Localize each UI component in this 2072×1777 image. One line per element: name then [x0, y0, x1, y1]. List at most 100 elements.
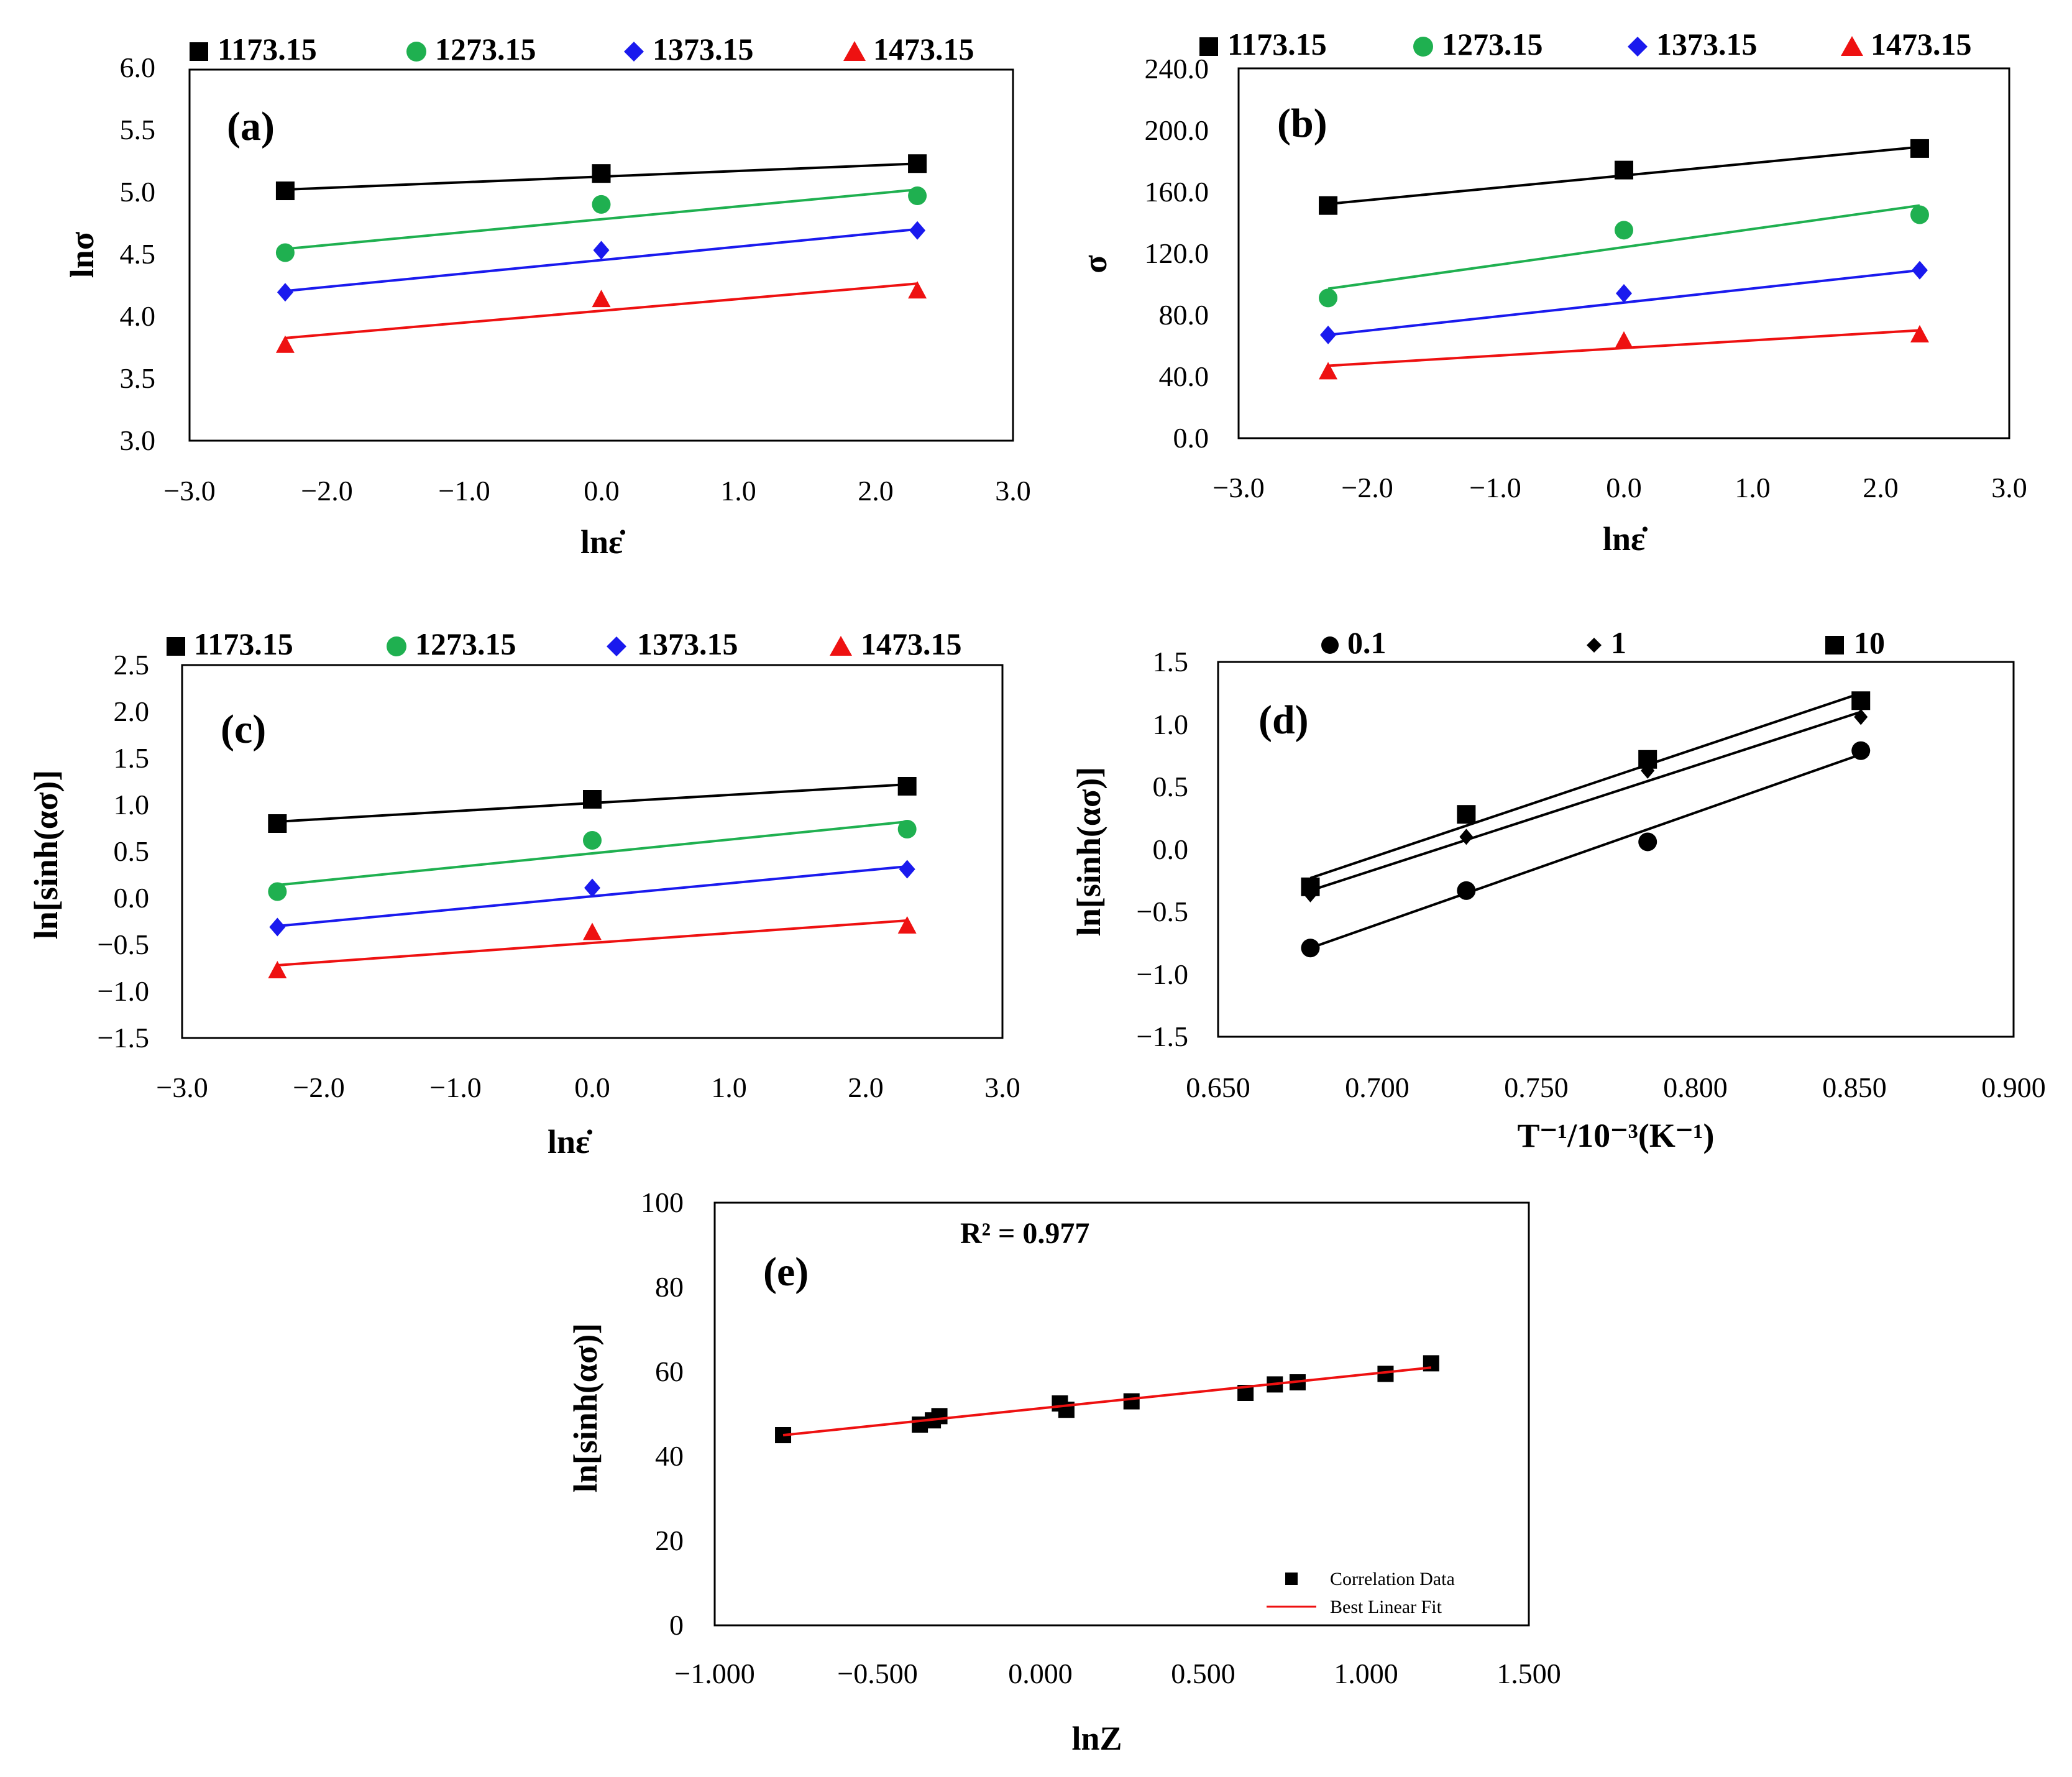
legend-label-e-data: Correlation Data — [1330, 1569, 1455, 1589]
panel-b-point-s2-0 — [1320, 325, 1337, 344]
panel-b-point-s3-0 — [1319, 362, 1338, 380]
panel-d-xtick-2: 0.750 — [1504, 1072, 1569, 1103]
panel-c-point-s1-2 — [897, 820, 917, 838]
panel-d-point-s0-2 — [1638, 832, 1657, 852]
panel-d-ytick-5: 1.0 — [1153, 709, 1189, 740]
panel-a-xlabel: lnε̇ — [580, 523, 626, 561]
panel-b-ytick-3: 120.0 — [1145, 237, 1209, 269]
panel-a-point-s0-2 — [908, 154, 927, 173]
panel-d-point-s0-0 — [1301, 939, 1320, 958]
panel-d-legend: 0.1 1 10 — [1321, 625, 1885, 660]
legend-marker-a-1173 — [190, 42, 208, 61]
panel-a-point-s1-0 — [275, 243, 295, 262]
panel-c-y-ticks: −1.5 −1.0 −0.5 0.0 0.5 1.0 1.5 2.0 2.5 — [98, 649, 149, 1054]
panel-a-xtick-2: −1.0 — [438, 475, 490, 507]
panel-b-xtick-5: 2.0 — [1863, 472, 1899, 503]
panel-b-xlabel: lnε̇ — [1603, 520, 1648, 558]
panel-d-xtick-5: 0.900 — [1981, 1072, 2046, 1103]
panel-c-point-s3-0 — [268, 961, 287, 978]
legend-label-c-1473: 1473.15 — [861, 627, 962, 661]
panel-d: 0.1 1 10 (d) −1.5 −1.0 −0.5 0.0 0.5 1.0 … — [1070, 625, 2046, 1154]
legend-label-a-1473: 1473.15 — [873, 32, 974, 67]
panel-a-label: (a) — [227, 104, 275, 149]
legend-marker-d-1 — [1587, 638, 1602, 653]
panel-b-xtick-2: −1.0 — [1469, 472, 1521, 503]
panel-d-ytick-4: 0.5 — [1153, 771, 1189, 802]
panel-c-xtick-2: −1.0 — [429, 1072, 481, 1103]
panel-b-ylabel: σ — [1076, 255, 1114, 273]
panel-a-x-ticks: −3.0 −2.0 −1.0 0.0 1.0 2.0 3.0 — [163, 475, 1030, 507]
panel-c-point-s1-1 — [583, 831, 602, 850]
panel-d-ytick-1: −1.0 — [1137, 958, 1188, 990]
panel-d-ytick-0: −1.5 — [1137, 1021, 1188, 1052]
panel-a-xtick-4: 1.0 — [720, 475, 756, 507]
panel-a-plot-area — [275, 154, 927, 353]
panel-b-ytick-4: 160.0 — [1145, 176, 1209, 208]
panel-c-label: (c) — [221, 707, 266, 752]
panel-a-fit-line-2 — [285, 227, 918, 293]
panel-e-xtick-0: −1.000 — [674, 1658, 754, 1689]
legend-label-b-1473: 1473.15 — [1871, 27, 1972, 62]
panel-c-ytick-3: 0.0 — [114, 882, 150, 914]
panel-e-ytick-2: 40 — [655, 1440, 684, 1472]
panel-c-x-ticks: −3.0 −2.0 −1.0 0.0 1.0 2.0 3.0 — [156, 1072, 1020, 1103]
panel-d-xtick-1: 0.700 — [1345, 1072, 1410, 1103]
panel-d-xtick-0: 0.650 — [1186, 1072, 1250, 1103]
panel-b-ytick-6: 240.0 — [1145, 53, 1209, 85]
panel-c-ytick-7: 2.0 — [114, 696, 150, 727]
panel-b-point-s0-1 — [1615, 160, 1633, 180]
panel-c-point-s3-2 — [897, 916, 917, 934]
panel-a-point-s2-1 — [593, 241, 610, 260]
panel-a-point-s3-2 — [908, 281, 927, 299]
panel-e: R² = 0.977 (e) 0 20 40 60 80 100 −1.000 … — [567, 1187, 1561, 1757]
panel-d-frame — [1217, 661, 2015, 1038]
panel-c-point-s2-2 — [899, 860, 915, 879]
panel-b-frame — [1237, 67, 2010, 439]
panel-d-fit-line-0 — [1309, 753, 1861, 950]
panel-b-xtick-4: 1.0 — [1735, 472, 1771, 503]
panel-d-xlabel: T⁻¹/10⁻³(K⁻¹) — [1517, 1117, 1714, 1154]
panel-e-label: (e) — [763, 1249, 809, 1295]
panel-e-ytick-3: 60 — [655, 1356, 684, 1387]
panel-c-point-s2-1 — [584, 878, 600, 898]
legend-label-b-1173: 1173.15 — [1227, 27, 1327, 62]
panel-c-xtick-5: 2.0 — [848, 1072, 884, 1103]
panel-d-fit-line-2 — [1309, 692, 1861, 879]
panel-a-y-ticks: 3.0 3.5 4.0 4.5 5.0 5.5 6.0 — [120, 52, 156, 456]
panel-c-point-s1-0 — [268, 882, 287, 901]
panel-c-fit-line-3 — [277, 919, 907, 967]
legend-label-a-1173: 1173.15 — [218, 32, 317, 67]
legend-marker-d-10 — [1825, 636, 1844, 654]
panel-c-ytick-2: −0.5 — [98, 929, 149, 960]
panel-a-ytick-4: 5.0 — [120, 176, 156, 208]
panel-e-x-ticks: −1.000 −0.500 0.000 0.500 1.000 1.500 — [674, 1658, 1561, 1689]
legend-marker-b-1373 — [1628, 37, 1648, 57]
panel-b-point-s1-2 — [1910, 205, 1929, 224]
legend-marker-c-1373 — [607, 636, 626, 656]
panel-a-xtick-6: 3.0 — [995, 475, 1031, 507]
panel-b-xtick-1: −2.0 — [1341, 472, 1393, 503]
panel-a-point-s3-1 — [592, 290, 611, 308]
panel-e-ytick-0: 0 — [669, 1609, 684, 1641]
panel-d-point-s1-1 — [1459, 829, 1474, 845]
panel-c-point-s3-1 — [583, 922, 602, 940]
panel-c-xtick-3: 0.0 — [574, 1072, 610, 1103]
legend-label-d-10: 10 — [1854, 625, 1885, 660]
panel-e-xtick-5: 1.500 — [1497, 1658, 1561, 1689]
legend-label-c-1373: 1373.15 — [637, 627, 738, 661]
panel-d-y-ticks: −1.5 −1.0 −0.5 0.0 0.5 1.0 1.5 — [1137, 646, 1188, 1052]
legend-label-c-1273: 1273.15 — [415, 627, 516, 661]
panel-a-fit-line-3 — [285, 282, 918, 339]
panel-e-y-ticks: 0 20 40 60 80 100 — [641, 1187, 684, 1641]
legend-label-c-1173: 1173.15 — [194, 627, 293, 661]
panel-e-point-s0-6 — [1123, 1393, 1140, 1410]
panel-e-ytick-5: 100 — [641, 1187, 684, 1218]
panel-c-ylabel: ln[sinh(ασ)] — [27, 770, 65, 940]
legend-marker-d-0-1 — [1321, 636, 1339, 654]
legend-label-b-1273: 1273.15 — [1442, 27, 1543, 62]
panel-a-xtick-3: 0.0 — [584, 475, 620, 507]
legend-marker-a-1473 — [843, 41, 866, 61]
panel-a-point-s1-1 — [592, 195, 611, 214]
panel-d-x-ticks: 0.650 0.700 0.750 0.800 0.850 0.900 — [1186, 1072, 2046, 1103]
panel-e-xtick-2: 0.000 — [1008, 1658, 1073, 1689]
